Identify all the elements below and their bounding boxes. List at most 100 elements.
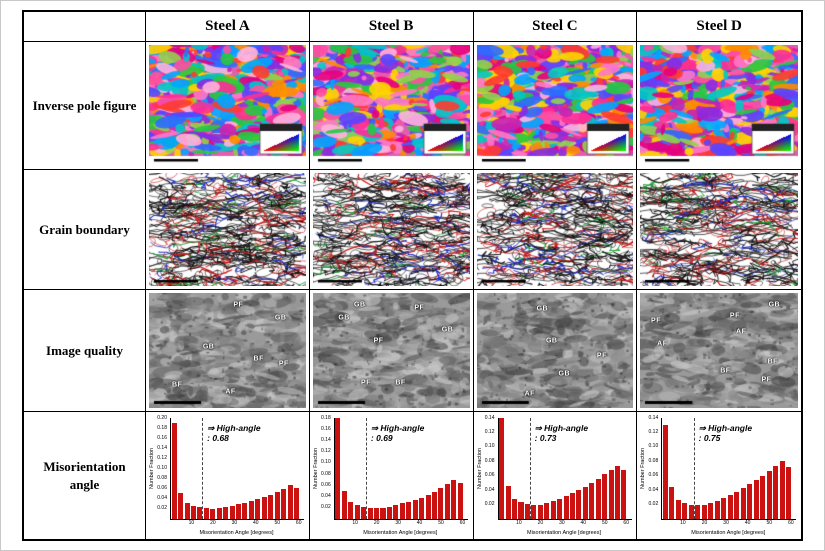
histogram-bar	[544, 503, 550, 519]
ipf-micrograph-steel-a	[149, 45, 306, 166]
row-label-misorientation-angle: Misorientation angle	[24, 412, 146, 539]
x-axis-tick-label: 30	[395, 520, 401, 526]
histogram-bar	[171, 423, 177, 519]
histogram-bar	[608, 469, 614, 519]
x-axis-tick-label: 60	[295, 520, 302, 526]
misorientation-cell-steel-c: 0.02 0.04 0.06 0.08 0.10 0.12 0.14 10 20 30 40 50 60…	[473, 412, 638, 539]
histogram-bar	[268, 494, 274, 519]
header-steel-d: Steel D	[637, 12, 801, 42]
y-axis-tick-label: 0.04	[484, 486, 495, 493]
plot-frame	[497, 418, 632, 520]
histogram-bar	[197, 507, 203, 519]
y-axis-tick-label: 0.14	[157, 444, 167, 451]
high-angle-annotation: ⇒ High-angle: 0.69	[371, 423, 424, 443]
x-axis-tick-label: 50	[274, 520, 281, 526]
misorientation-histogram-steel-d: 0.02 0.04 0.06 0.08 0.10 0.12 0.14 10 20 30 40 50 60…	[639, 414, 799, 537]
misorientation-cell-steel-b: 0.02 0.04 0.06 0.08 0.10 0.12 0.14 0.16 0.18 10 20…	[309, 412, 474, 539]
histogram-bar	[582, 486, 588, 519]
grain-boundary-map-steel-b	[312, 173, 470, 286]
histogram-bar	[615, 465, 621, 519]
high-angle-threshold-line	[202, 418, 204, 519]
histogram-bar	[444, 484, 450, 519]
histogram-bar	[595, 478, 601, 519]
y-axis-tick-label: 0.10	[648, 443, 659, 450]
misorientation-histogram-steel-a: 0.02 0.04 0.06 0.08 0.10 0.12 0.14 0.16 0.18 0.20…	[148, 414, 307, 537]
x-axis-tick-label: 60	[623, 520, 629, 526]
histogram-bar	[662, 425, 668, 519]
y-axis-tick-label: 0.04	[157, 495, 167, 502]
high-angle-annotation-line1: ⇒ High-angle	[698, 423, 753, 433]
histogram-bar	[255, 499, 261, 519]
high-angle-annotation: ⇒ High-angle: 0.68	[207, 423, 260, 443]
y-axis-tick-label: 0.02	[157, 505, 167, 512]
histogram-bar	[274, 491, 280, 519]
histogram-bar	[393, 504, 399, 519]
row-label-image-quality: Image quality	[24, 290, 146, 412]
y-axis-tick-label: 0.12	[484, 428, 495, 435]
high-angle-annotation: ⇒ High-angle: 0.75	[699, 423, 752, 443]
x-axis-tick-label: 60	[459, 520, 466, 526]
histogram-bar	[354, 504, 360, 519]
x-axis-tick-label: 30	[723, 520, 729, 526]
histogram-bar	[602, 474, 608, 519]
histogram-bar	[688, 504, 694, 519]
histogram-bar	[203, 508, 209, 519]
misorientation-cell-steel-d: 0.02 0.04 0.06 0.08 0.10 0.12 0.14 10 20 30 40 50 60…	[637, 412, 801, 539]
histogram-bar	[367, 507, 373, 519]
histogram-bar	[747, 484, 753, 519]
histogram-bar	[779, 461, 785, 519]
x-axis-tick-label: 40	[253, 520, 259, 526]
grain-boundary-map-steel-c	[476, 173, 634, 286]
grain-boundary-cell-steel-d	[637, 170, 801, 290]
histogram-bar	[216, 508, 222, 519]
histogram-bar	[531, 504, 537, 519]
x-axis-tick-label: 50	[601, 520, 608, 526]
histogram-bar	[695, 505, 701, 519]
image-quality-micrograph-steel-d	[640, 293, 798, 408]
y-axis-tick-label: 0.06	[484, 472, 495, 479]
x-axis-label: Misorientation Angle [degrees]	[199, 530, 274, 536]
histogram-bar	[512, 498, 518, 519]
histogram-bar	[740, 487, 746, 519]
high-angle-annotation-value: : 0.73	[534, 433, 557, 444]
y-axis-label: Number Fraction	[312, 448, 319, 489]
x-axis-tick-label: 10	[188, 520, 195, 526]
ipf-micrograph-steel-c	[476, 45, 634, 166]
histogram-bar	[766, 470, 772, 519]
image-quality-cell-steel-a: PF GB GB BF PF BF AF	[146, 290, 310, 412]
grain-boundary-cell-steel-c	[473, 170, 638, 290]
histogram-bar	[669, 487, 675, 519]
y-axis-tick-label: 0.06	[157, 485, 167, 492]
ipf-cell-steel-a	[146, 42, 310, 170]
histogram-bar	[248, 501, 254, 519]
grain-boundary-cell-steel-b	[309, 170, 474, 290]
histogram-bar	[505, 485, 511, 519]
high-angle-threshold-line	[529, 418, 531, 519]
y-axis-tick-label: 0.18	[321, 414, 331, 421]
histogram-bar	[261, 497, 267, 519]
header-steel-c: Steel C	[473, 12, 638, 42]
histogram-bar	[569, 493, 575, 519]
y-axis-tick-label: 0.12	[321, 448, 331, 455]
image-quality-cell-steel-c: GB GB PF GB AF	[473, 290, 638, 412]
y-axis-tick-label: 0.12	[648, 428, 659, 435]
y-axis-label: Number Fraction	[476, 448, 483, 489]
histogram-bar	[399, 503, 405, 519]
histogram-bar	[361, 506, 367, 519]
y-axis-tick-label: 0.20	[157, 414, 167, 421]
high-angle-annotation-value: : 0.75	[698, 433, 721, 444]
histogram-bar	[675, 499, 681, 519]
y-axis-tick-label: 0.10	[484, 443, 495, 450]
histogram-bar	[714, 500, 720, 519]
histogram-bar	[563, 495, 569, 519]
row-label-grain-boundary: Grain boundary	[24, 170, 146, 290]
image-quality-micrograph-steel-a	[149, 293, 306, 408]
y-axis-label: Number Fraction	[149, 448, 155, 489]
histogram-bar	[348, 502, 354, 519]
y-axis-tick-label: 0.02	[484, 501, 495, 508]
y-axis-label: Number Fraction	[640, 448, 647, 489]
ipf-cell-steel-c	[473, 42, 638, 170]
plot-frame	[661, 418, 797, 520]
y-axis-tick-label: 0.02	[648, 501, 659, 508]
image-quality-micrograph-steel-b	[312, 293, 470, 408]
